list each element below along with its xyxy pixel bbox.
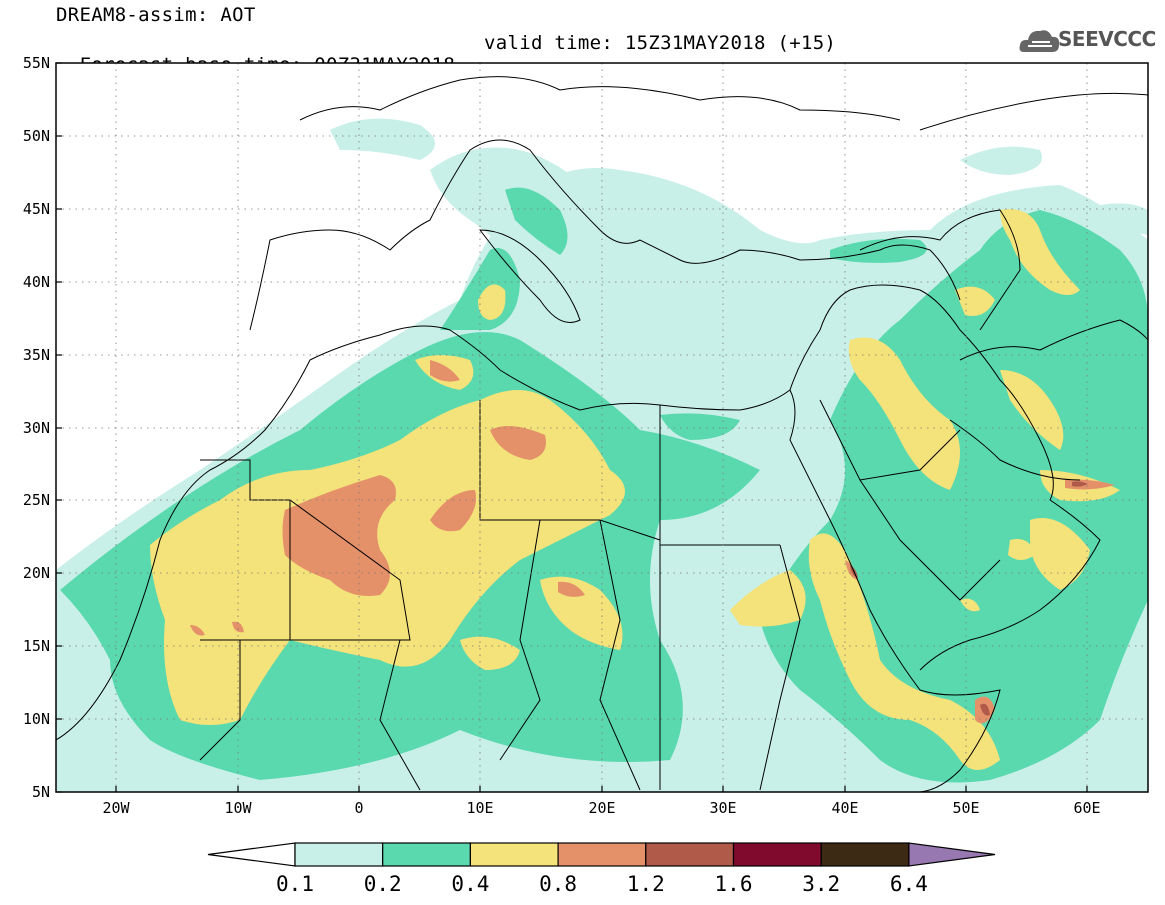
colorbar-swatch — [557, 842, 647, 867]
colorbar-label: 0.2 — [363, 872, 402, 896]
lon-label: 20E — [588, 799, 615, 817]
colorbar-under-triangle — [207, 842, 296, 867]
lat-label: 10N — [23, 710, 50, 728]
colorbar-label: 0.8 — [539, 872, 578, 896]
latitude-labels: 55N 50N 45N 40N 35N 30N 25N 20N 15N 10N … — [23, 54, 50, 801]
lat-label: 40N — [23, 273, 50, 291]
logo-text: SEEVCCC — [1058, 27, 1156, 51]
colorbar-label: 3.2 — [802, 872, 841, 896]
lon-label: 0 — [354, 799, 363, 817]
colorbar — [207, 842, 996, 867]
colorbar-label: 0.1 — [276, 872, 314, 896]
colorbar-swatch — [732, 842, 822, 867]
lat-label: 20N — [23, 564, 50, 582]
lon-label: 10W — [224, 799, 252, 817]
colorbar-swatch — [469, 842, 559, 867]
colorbar-swatch — [382, 842, 472, 867]
seevccc-cloud-icon — [1019, 30, 1060, 52]
lat-label: 55N — [23, 54, 50, 72]
lon-label: 50E — [952, 799, 979, 817]
valid-time: valid time: 15Z31MAY2018 (+15) — [484, 32, 837, 54]
lat-label: 30N — [23, 419, 50, 437]
lon-label: 10E — [466, 799, 493, 817]
colorbar-label: 0.4 — [451, 872, 490, 896]
colorbar-swatch — [645, 842, 735, 867]
grid-lines — [56, 63, 1148, 792]
map-title: DREAM8-assim: AOT — [56, 4, 256, 26]
lat-label: 5N — [32, 783, 50, 801]
lat-label: 50N — [23, 127, 50, 145]
colorbar-label: 1.2 — [626, 872, 665, 896]
lon-label: 40E — [831, 799, 858, 817]
lon-label: 60E — [1073, 799, 1100, 817]
colorbar-swatch — [820, 842, 910, 867]
colorbar-label: 6.4 — [889, 872, 928, 896]
lon-label: 30E — [709, 799, 736, 817]
colorbar-label: 1.6 — [714, 872, 753, 896]
lat-label: 25N — [23, 491, 50, 509]
lat-label: 15N — [23, 637, 50, 655]
lat-label: 35N — [23, 346, 50, 364]
longitude-labels: 20W 10W 0 10E 20E 30E 40E 50E 60E — [102, 799, 1100, 817]
colorbar-over-triangle — [908, 842, 996, 867]
colorbar-swatch — [294, 842, 384, 867]
lat-label: 45N — [23, 200, 50, 218]
lon-label: 20W — [102, 799, 130, 817]
